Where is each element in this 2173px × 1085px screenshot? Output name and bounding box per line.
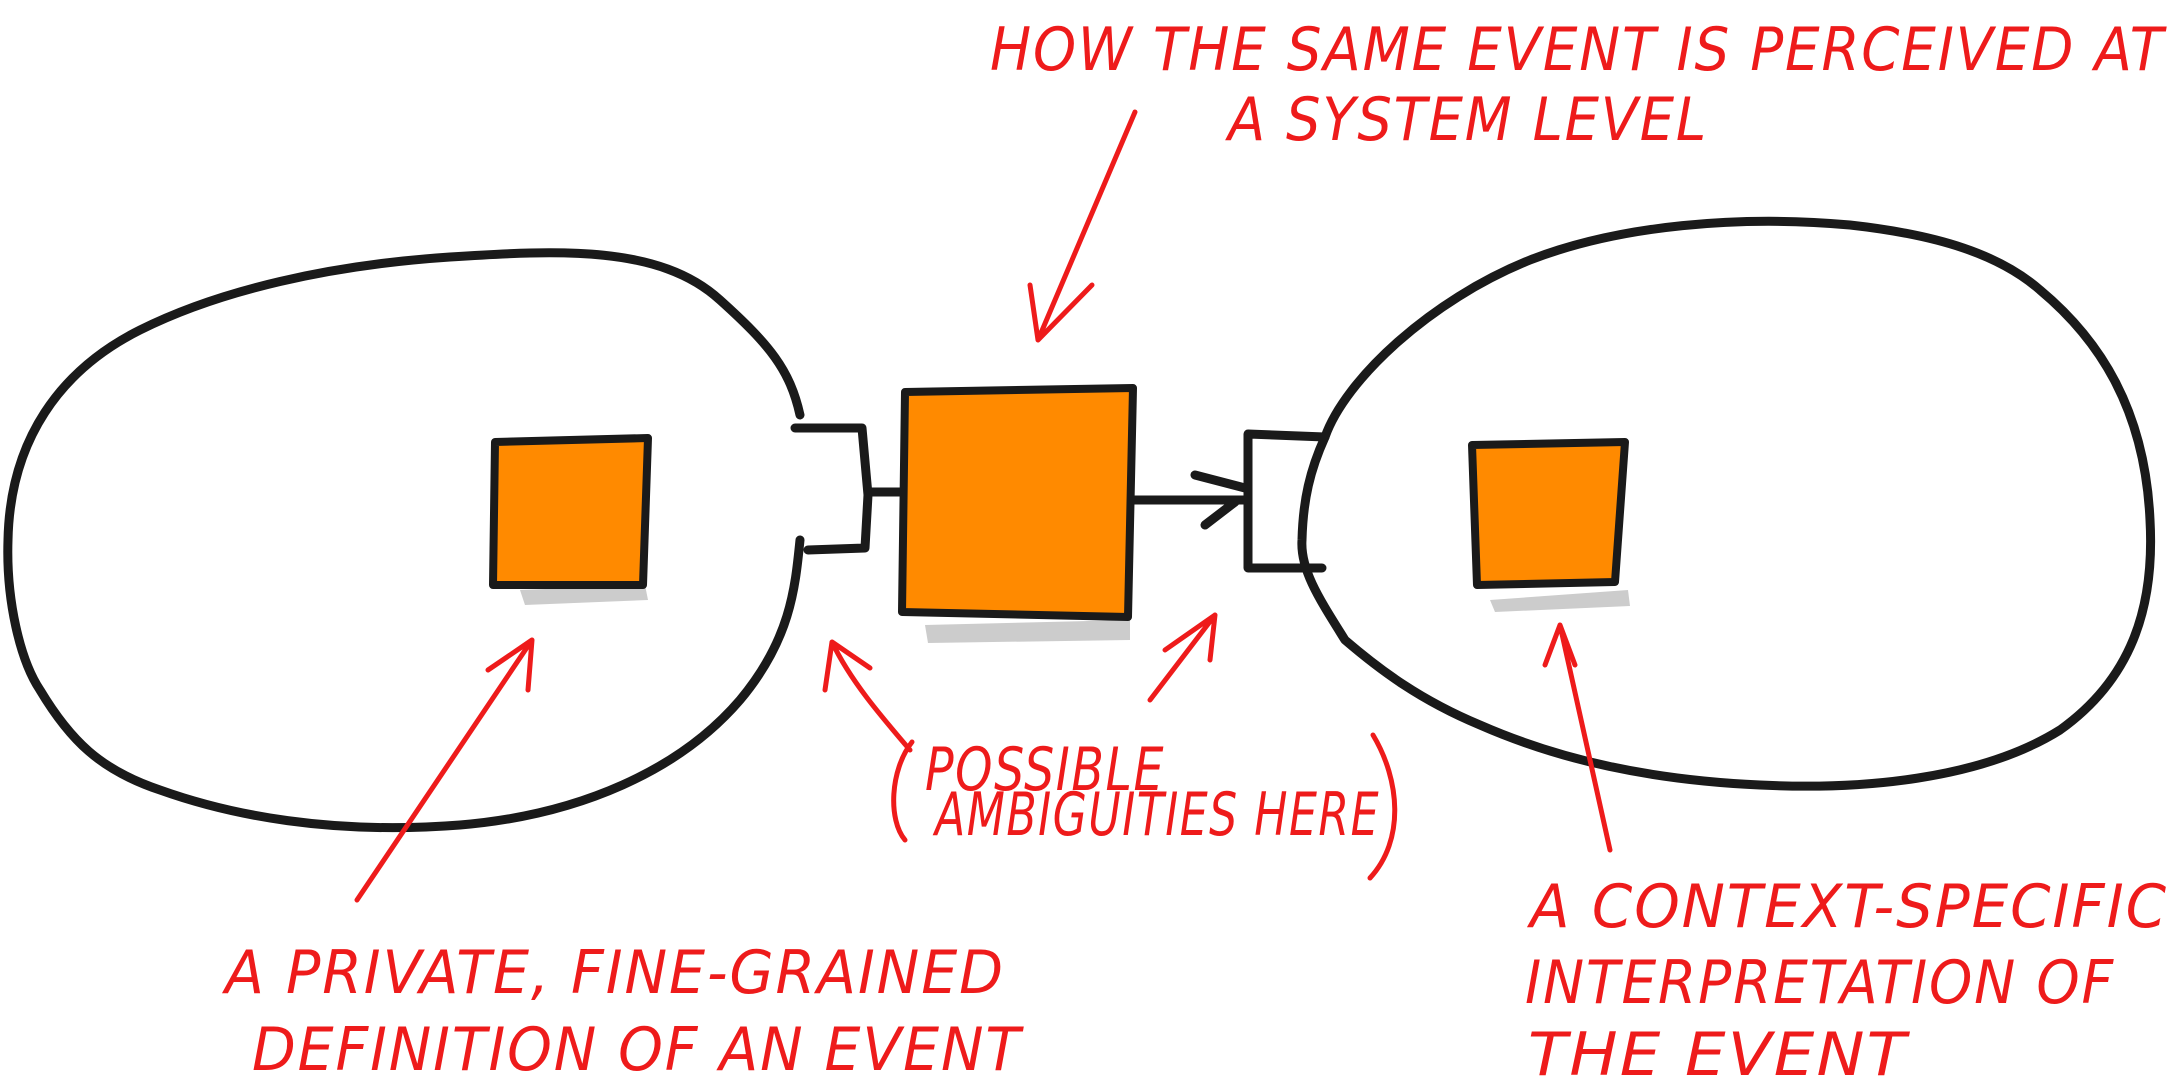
ambiguities-annotation-line1: POSSIBLE — [925, 735, 1165, 805]
context-specific-annotation-line3: THE EVENT — [1528, 1020, 1911, 1085]
system-level-annotation-line1: HOW THE SAME EVENT IS PERCEIVED AT — [990, 15, 2167, 85]
private-definition-annotation-line2: DEFINITION OF AN EVENT — [252, 1015, 1024, 1085]
private-definition-annotation-line1: A PRIVATE, FINE-GRAINED — [221, 938, 1005, 1008]
arrow-to-right-event — [1542, 622, 1613, 853]
context-specific-annotation-line1: A CONTEXT-SPECIFIC — [1526, 872, 2168, 942]
system-event-shadow — [925, 620, 1130, 643]
right-parenthesis — [1367, 732, 1398, 881]
arrow-to-system-event — [1027, 109, 1138, 343]
right-context-event-box — [1468, 438, 1629, 589]
context-specific-annotation-line2: INTERPRETATION OF — [1525, 948, 2115, 1018]
arrow-to-left-port — [822, 639, 913, 753]
event-flow-arrow — [1120, 470, 1250, 530]
left-context-boundary — [3, 248, 805, 833]
arrow-to-left-event — [354, 637, 535, 903]
ambiguities-annotation-line2: AMBIGUITIES HERE — [932, 780, 1380, 850]
left-event-shadow — [520, 585, 648, 605]
system-level-annotation-line2: A SYSTEM LEVEL — [1224, 85, 1708, 155]
right-context-boundary — [1297, 216, 2156, 791]
left-port — [790, 423, 873, 555]
left-parenthesis — [891, 739, 915, 843]
right-event-shadow — [1490, 590, 1630, 612]
arrow-to-right-port — [1147, 612, 1218, 703]
system-level-event-box — [898, 384, 1137, 621]
left-private-event-box — [489, 434, 652, 589]
